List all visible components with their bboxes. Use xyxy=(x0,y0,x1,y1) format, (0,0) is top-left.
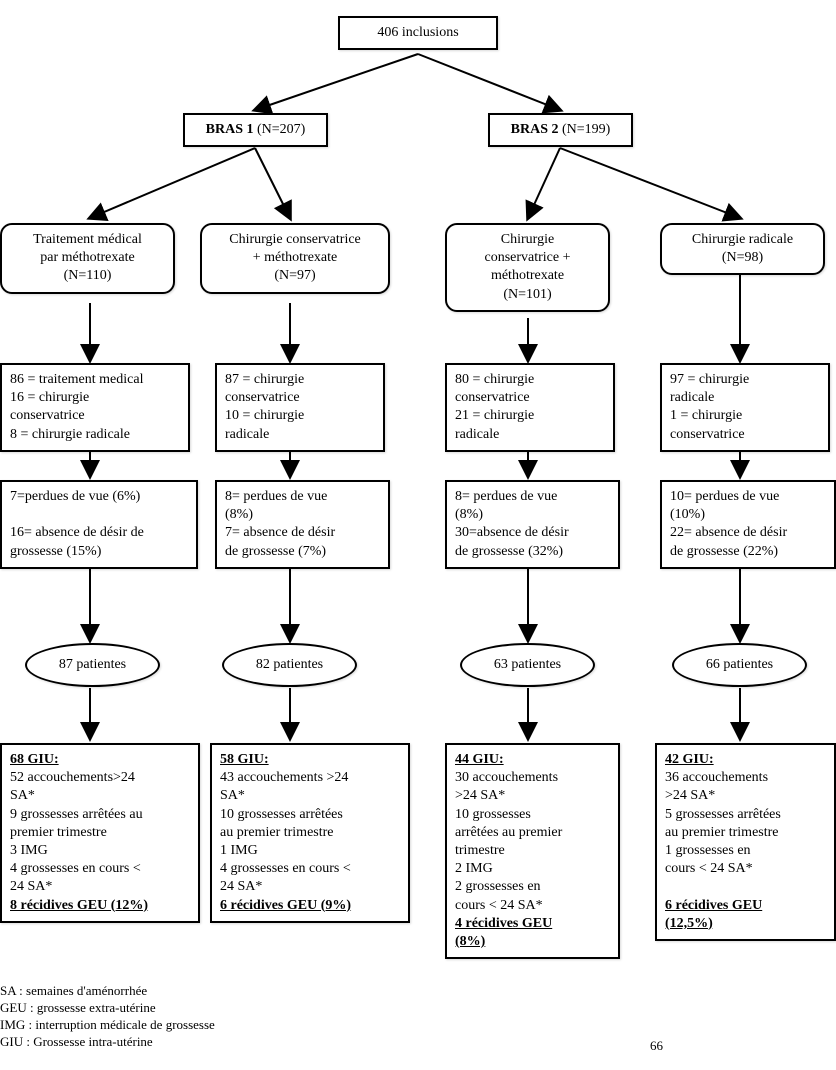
arm-d: Chirurgie radicale (N=98) xyxy=(660,223,825,275)
outcome-c: 44 GIU: 30 accouchements >24 SA* 10 gros… xyxy=(445,743,620,959)
detail1-b: 87 = chirurgie conservatrice 10 = chirur… xyxy=(215,363,385,452)
bras1-rest: (N=207) xyxy=(254,122,306,137)
arm-a-l1: Traitement médical xyxy=(33,232,142,247)
arm-c-l4: (N=101) xyxy=(503,287,551,302)
arm-c-l2: conservatrice + xyxy=(484,250,570,265)
ellipse-a: 87 patientes xyxy=(25,643,160,687)
arm-a-l3: (N=110) xyxy=(64,268,112,283)
arm-b-l1: Chirurgie conservatrice xyxy=(229,232,361,247)
detail1-d: 97 = chirurgie radicale 1 = chirurgie co… xyxy=(660,363,830,452)
arm-d-l2: (N=98) xyxy=(722,250,763,265)
ellipse-b: 82 patientes xyxy=(222,643,357,687)
bras2-rest: (N=199) xyxy=(559,122,611,137)
outcome-b: 58 GIU: 43 accouchements >24 SA* 10 gros… xyxy=(210,743,410,923)
arm-d-l1: Chirurgie radicale xyxy=(692,232,793,247)
detail2-d: 10= perdues de vue (10%) 22= absence de … xyxy=(660,480,836,569)
detail2-c: 8= perdues de vue (8%) 30=absence de dés… xyxy=(445,480,620,569)
page-number: 66 xyxy=(650,1038,663,1054)
arm-a-l2: par méthotrexate xyxy=(40,250,134,265)
bras1-node: BRAS 1 (N=207) xyxy=(183,113,328,147)
footer-legend: SA : semaines d'aménorrhée GEU : grosses… xyxy=(0,983,350,1051)
arm-c: Chirurgie conservatrice + méthotrexate (… xyxy=(445,223,610,312)
root-node: 406 inclusions xyxy=(338,16,498,50)
arm-c-l3: méthotrexate xyxy=(491,268,564,283)
detail2-b: 8= perdues de vue (8%) 7= absence de dés… xyxy=(215,480,390,569)
arm-b: Chirurgie conservatrice + méthotrexate (… xyxy=(200,223,390,294)
arm-b-l3: (N=97) xyxy=(274,268,315,283)
arm-b-l2: + méthotrexate xyxy=(253,250,337,265)
outcome-a: 68 GIU: 52 accouchements>24 SA* 9 grosse… xyxy=(0,743,200,923)
detail2-a: 7=perdues de vue (6%) 16= absence de dés… xyxy=(0,480,198,569)
bras2-node: BRAS 2 (N=199) xyxy=(488,113,633,147)
detail1-c: 80 = chirurgie conservatrice 21 = chirur… xyxy=(445,363,615,452)
arm-c-l1: Chirurgie xyxy=(501,232,554,247)
bras1-bold: BRAS 1 xyxy=(206,122,254,137)
detail1-a: 86 = traitement medical 16 = chirurgie c… xyxy=(0,363,190,452)
bras2-bold: BRAS 2 xyxy=(511,122,559,137)
arm-a: Traitement médical par méthotrexate (N=1… xyxy=(0,223,175,294)
ellipse-d: 66 patientes xyxy=(672,643,807,687)
flowchart-canvas: 406 inclusions BRAS 1 (N=207) BRAS 2 (N=… xyxy=(0,8,836,1062)
ellipse-c: 63 patientes xyxy=(460,643,595,687)
outcome-d: 42 GIU: 36 accouchements >24 SA* 5 gross… xyxy=(655,743,836,941)
root-label: 406 inclusions xyxy=(377,25,458,40)
